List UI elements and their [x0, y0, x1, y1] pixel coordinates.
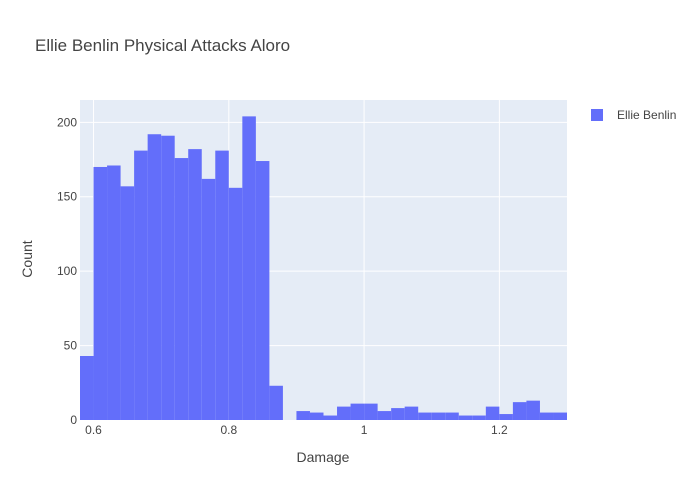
histogram-bar[interactable]: [553, 412, 567, 420]
histogram-bar[interactable]: [364, 403, 378, 420]
histogram-bar[interactable]: [418, 412, 432, 420]
histogram-bar[interactable]: [472, 415, 486, 420]
histogram-bar[interactable]: [499, 414, 513, 420]
x-tick-label: 1.2: [491, 423, 508, 437]
histogram-bar[interactable]: [201, 178, 216, 420]
y-tick-label: 100: [57, 264, 77, 278]
histogram-bar[interactable]: [107, 165, 121, 420]
histogram-bar[interactable]: [377, 411, 392, 420]
x-axis-ticks: 0.6 0.8 1 1.2: [85, 423, 508, 437]
histogram-bar[interactable]: [350, 403, 365, 420]
legend[interactable]: Ellie Benlin: [591, 108, 676, 122]
histogram-bar[interactable]: [228, 187, 243, 420]
histogram-bar[interactable]: [539, 412, 554, 420]
histogram-bar[interactable]: [174, 158, 189, 420]
histogram-bar[interactable]: [215, 150, 229, 420]
histogram-bar[interactable]: [120, 186, 135, 420]
histogram-bar[interactable]: [255, 161, 270, 420]
histogram-bar[interactable]: [431, 412, 446, 420]
chart-title: Ellie Benlin Physical Attacks Aloro: [35, 36, 290, 55]
y-axis-ticks: 0 50 100 150 200: [57, 115, 77, 427]
histogram-bar[interactable]: [404, 406, 419, 420]
y-tick-label: 0: [70, 413, 77, 427]
y-tick-label: 50: [64, 339, 78, 353]
histogram-bar[interactable]: [161, 135, 175, 420]
x-tick-label: 0.6: [85, 423, 102, 437]
x-tick-label: 0.8: [220, 423, 237, 437]
histogram-bar[interactable]: [188, 149, 202, 420]
y-tick-label: 200: [57, 115, 77, 129]
histogram-bar[interactable]: [80, 356, 94, 420]
histogram-bar[interactable]: [269, 385, 283, 420]
histogram-bar[interactable]: [93, 166, 108, 420]
histogram-bar[interactable]: [147, 134, 162, 421]
histogram-bar[interactable]: [485, 406, 500, 420]
bars: [80, 116, 567, 421]
histogram-bar[interactable]: [134, 150, 148, 420]
histogram-bar[interactable]: [458, 415, 473, 420]
x-tick-label: 1: [361, 423, 368, 437]
histogram-bar[interactable]: [309, 412, 324, 420]
legend-label[interactable]: Ellie Benlin: [617, 108, 676, 122]
histogram-bar[interactable]: [512, 402, 527, 420]
histogram-bar[interactable]: [242, 116, 256, 420]
histogram-bar[interactable]: [526, 400, 540, 420]
y-tick-label: 150: [57, 190, 77, 204]
histogram-bar[interactable]: [323, 415, 338, 420]
legend-swatch[interactable]: [591, 109, 603, 121]
histogram-bar[interactable]: [337, 406, 351, 420]
x-axis-title: Damage: [297, 449, 350, 465]
histogram-bar[interactable]: [391, 408, 405, 420]
histogram-bar[interactable]: [296, 411, 310, 420]
y-axis-title: Count: [19, 240, 35, 277]
histogram-bar[interactable]: [445, 412, 459, 420]
